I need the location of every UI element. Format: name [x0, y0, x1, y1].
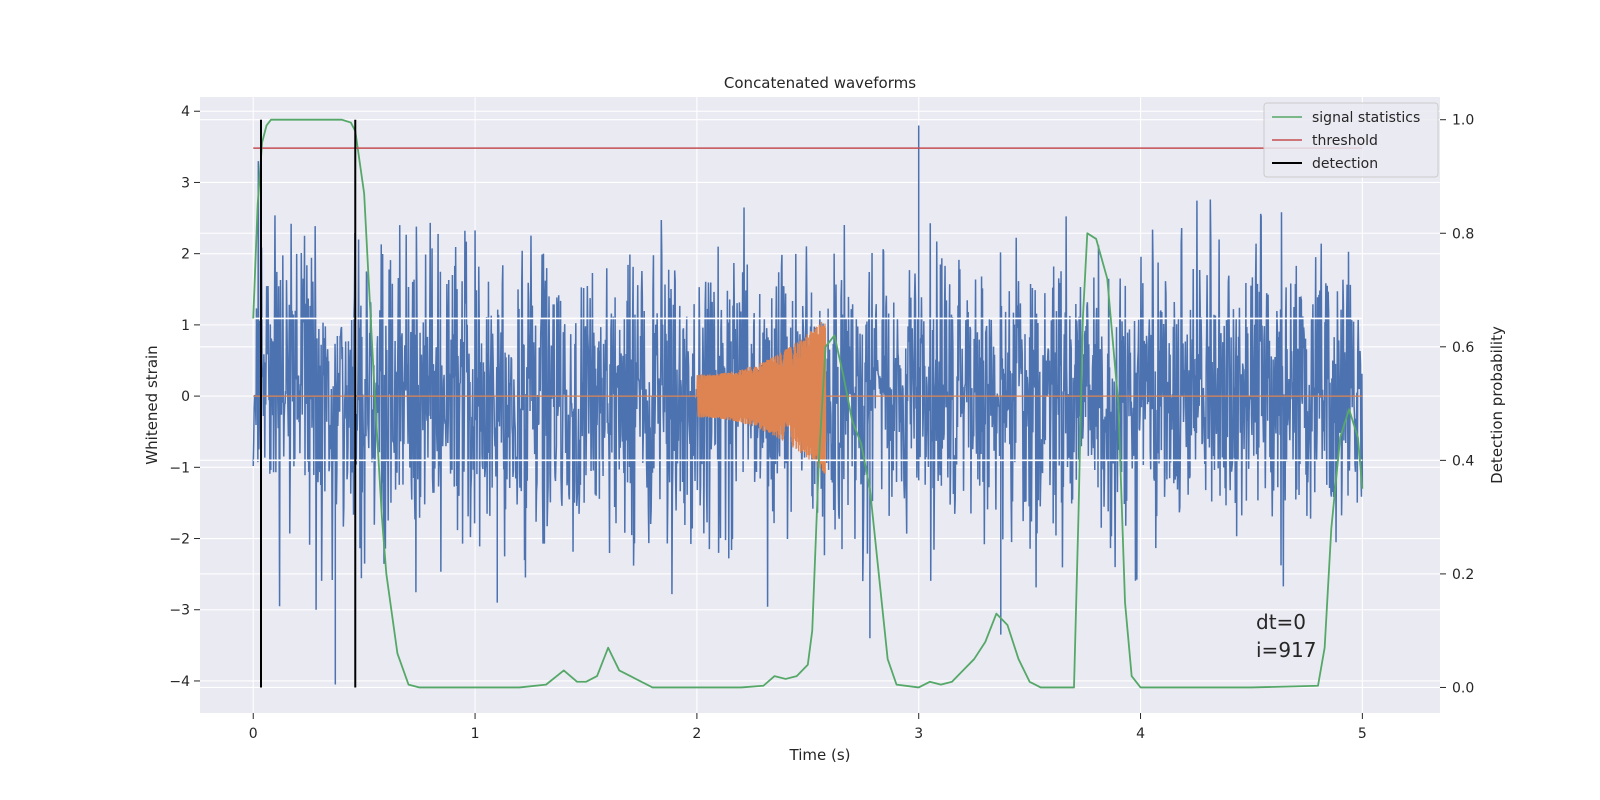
y-axis-label: Whitened strain — [143, 345, 161, 464]
x-tick-label-3: 3 — [914, 726, 923, 742]
y-tick-label-4: 0 — [181, 389, 190, 405]
waveform-line — [253, 321, 1363, 474]
y2-series — [252, 118, 1364, 689]
x-tick-label-4: 4 — [1136, 726, 1145, 742]
y-tick-label-5: 1 — [181, 318, 190, 334]
y2-tick-label-1: 0.2 — [1452, 567, 1474, 583]
x-tick-label-0: 0 — [249, 726, 258, 742]
y-tick-label-6: 2 — [181, 247, 190, 263]
signal-statistics-line — [252, 118, 1364, 689]
legend-box — [1263, 102, 1439, 178]
y-axis-ticks: −4 −3 −2 −1 0 1 2 3 4 — [169, 104, 200, 690]
x-tick-label-5: 5 — [1358, 726, 1367, 742]
white-hlines — [253, 317, 1363, 462]
x-axis-ticks: 0 1 2 3 4 5 — [249, 713, 1367, 742]
y-tick-label-2: −2 — [169, 532, 190, 548]
y2-tick-label-3: 0.6 — [1452, 340, 1474, 356]
x-tick-label-2: 2 — [692, 726, 701, 742]
y2-tick-label-4: 0.8 — [1452, 226, 1474, 242]
legend-label-signal-statistics: signal statistics — [1312, 110, 1420, 126]
legend-label-threshold: threshold — [1312, 133, 1378, 149]
x-tick-label-1: 1 — [471, 726, 480, 742]
y2-tick-label-2: 0.4 — [1452, 453, 1474, 469]
y-tick-label-1: −3 — [169, 603, 190, 619]
y-tick-label-0: −4 — [169, 674, 190, 690]
chart-title: Concatenated waveforms — [724, 74, 916, 92]
annotation-dt: dt=0 — [1256, 610, 1306, 634]
y-tick-label-8: 4 — [181, 104, 190, 120]
y-tick-label-7: 3 — [181, 175, 190, 191]
legend-label-detection: detection — [1312, 156, 1378, 172]
y2-tick-label-5: 1.0 — [1452, 113, 1474, 129]
y2-axis-label: Detection probability — [1488, 326, 1506, 484]
legend: signal statistics threshold detection — [1263, 102, 1439, 178]
waveform-series — [253, 321, 1363, 474]
y-tick-label-3: −1 — [169, 460, 190, 476]
y2-axis-ticks: 0.0 0.2 0.4 0.6 0.8 1.0 — [1440, 113, 1474, 696]
y2-tick-label-0: 0.0 — [1452, 680, 1474, 696]
annotation-i: i=917 — [1256, 638, 1317, 662]
x-axis-label: Time (s) — [789, 746, 851, 764]
